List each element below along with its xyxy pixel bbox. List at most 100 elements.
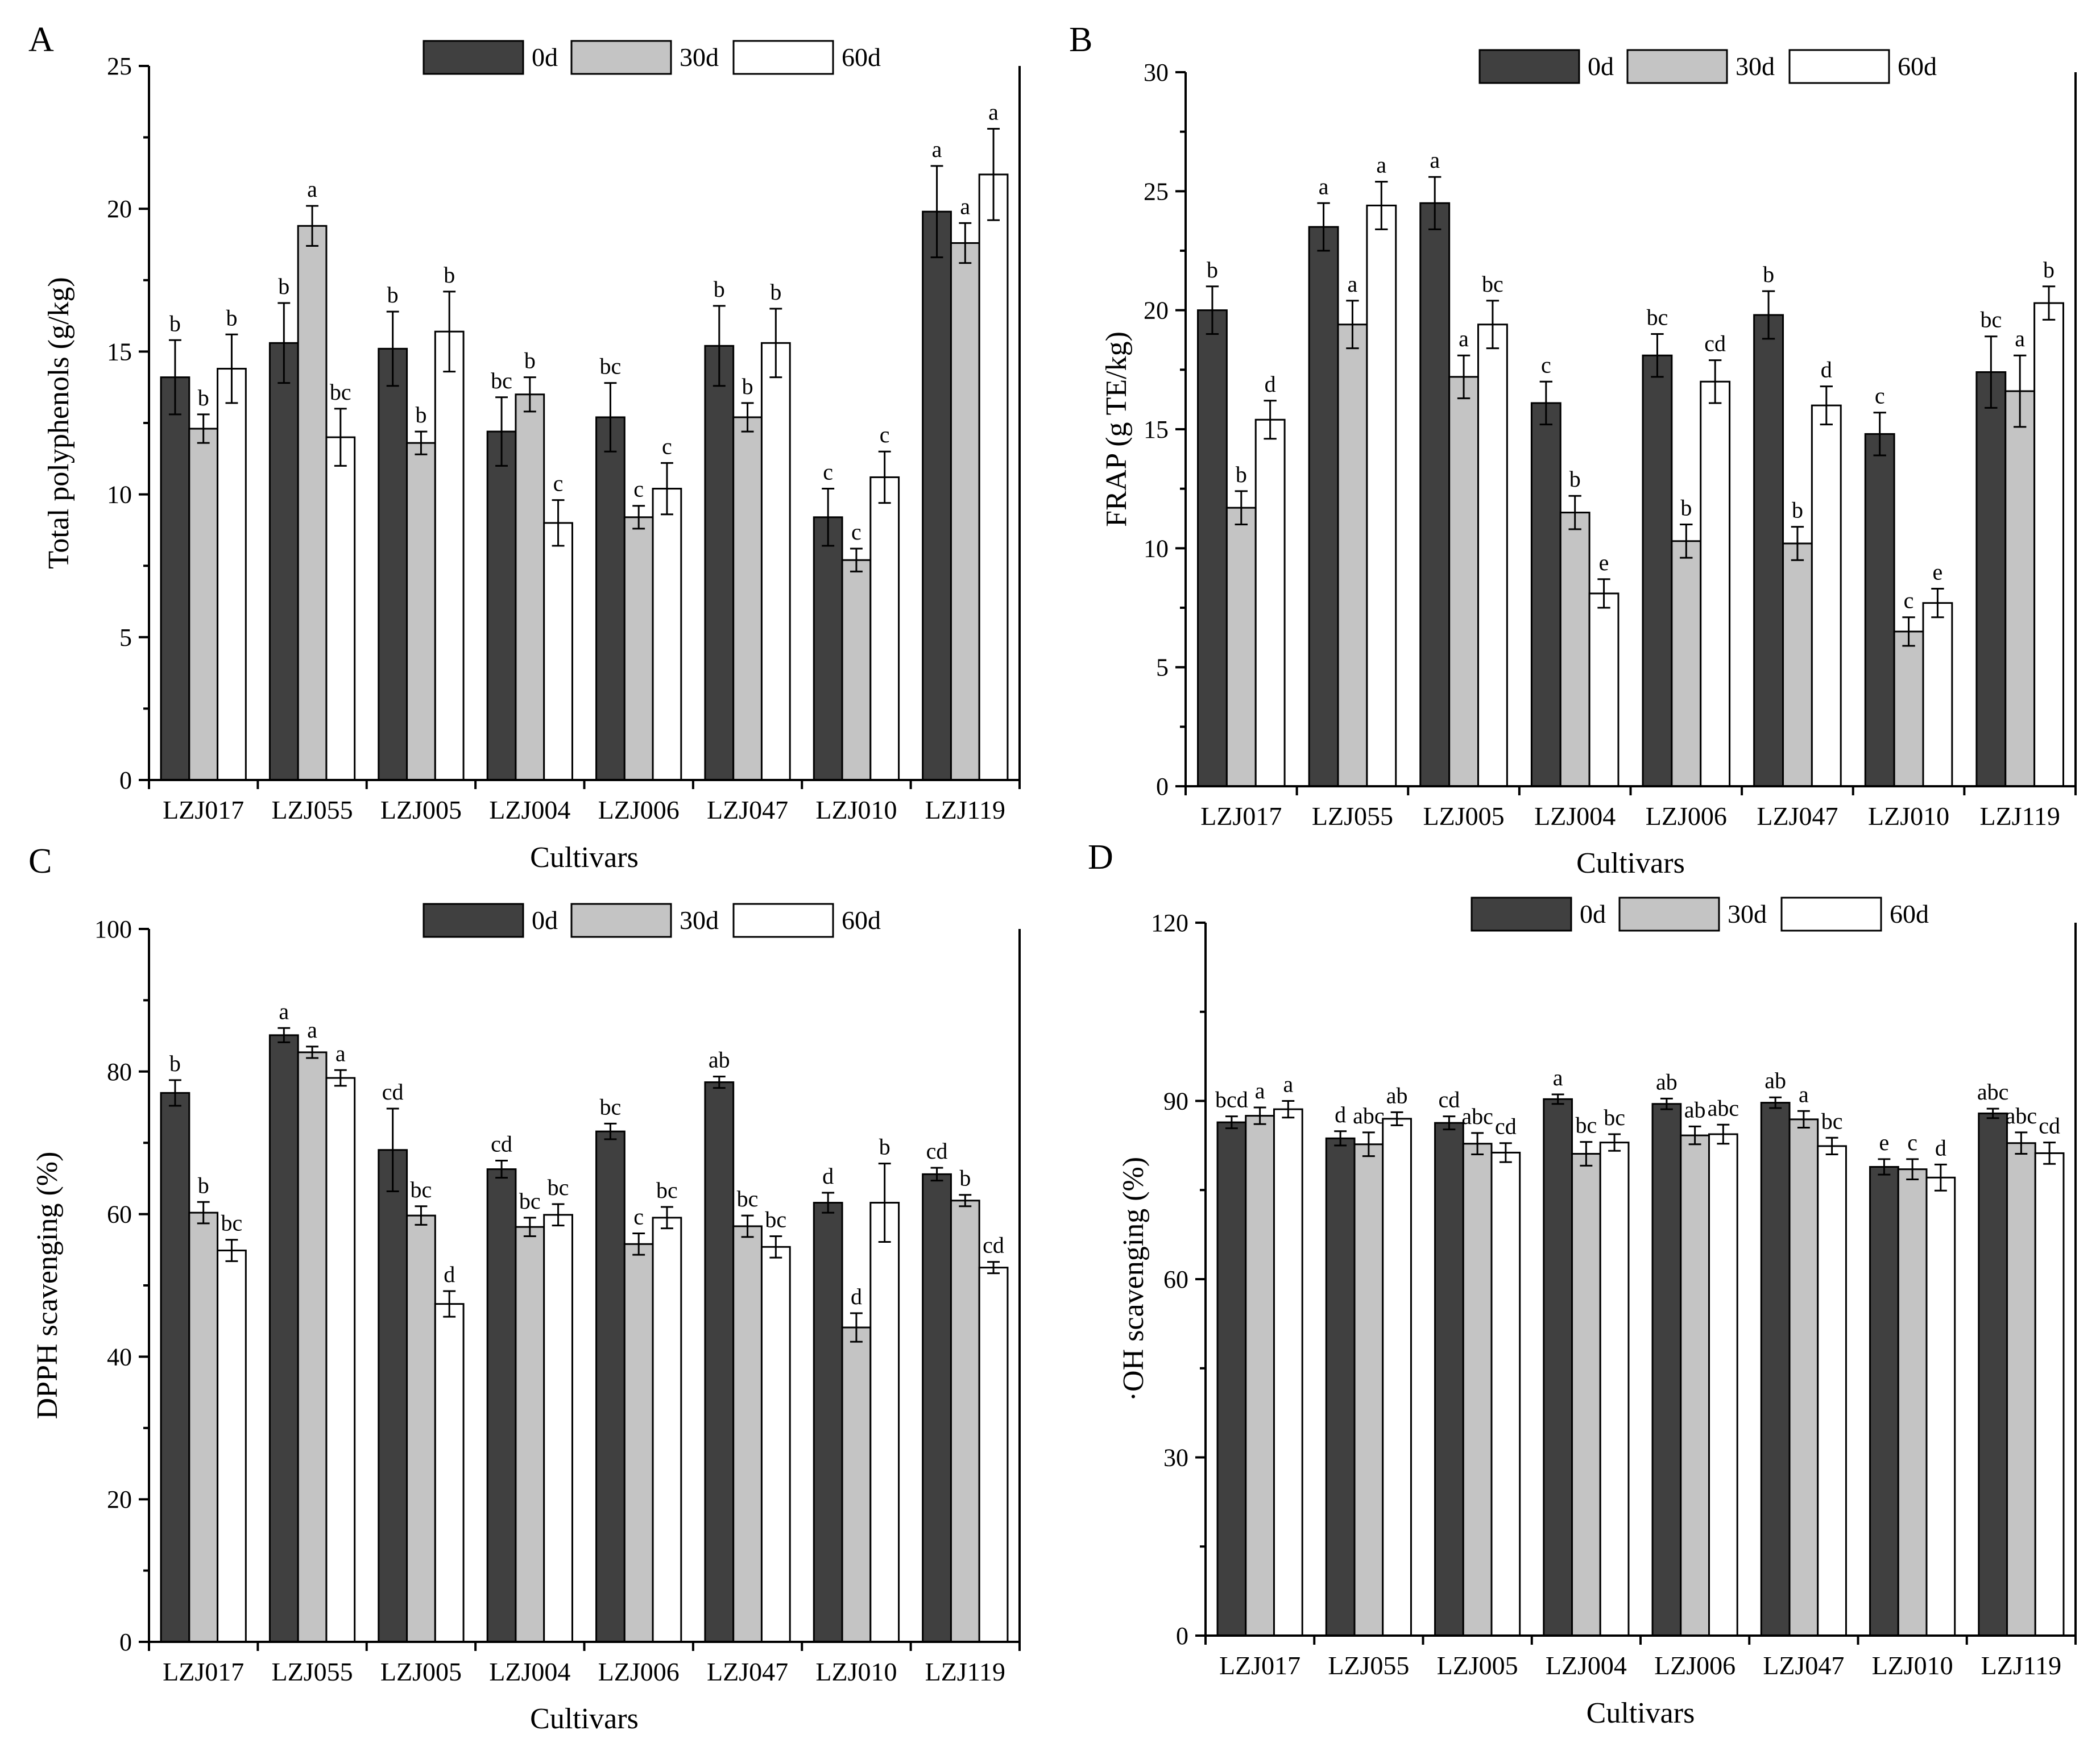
bar-30d-lzj055 xyxy=(1353,1143,1384,1637)
significance-letter: cd xyxy=(1704,331,1726,356)
bar-60d-lzj055 xyxy=(325,436,356,781)
bar-30d-lzj004 xyxy=(1559,512,1590,787)
error-bar xyxy=(1680,523,1693,559)
error-bar xyxy=(334,408,347,467)
error-bar xyxy=(604,1122,617,1140)
error-bar xyxy=(306,1045,319,1059)
significance-letter: c xyxy=(633,1204,644,1229)
bar-60d-lzj006 xyxy=(652,488,682,781)
x-tick-label: LZJ055 xyxy=(272,795,353,824)
bar-0d-lzj006 xyxy=(595,1130,626,1643)
x-tick-label: LZJ119 xyxy=(925,795,1005,824)
y-axis-title: DPPH scavenging (%) xyxy=(31,1152,64,1420)
legend-label: 60d xyxy=(842,906,881,935)
legend: 0d 30d 60d xyxy=(423,40,881,75)
significance-letter: b xyxy=(198,1172,209,1198)
significance-letter: bc xyxy=(1604,1105,1625,1130)
bar-30d-lzj005 xyxy=(406,442,436,781)
bar-60d-lzj119 xyxy=(978,173,1009,781)
significance-letter: bc xyxy=(1575,1113,1597,1138)
bar-60d-lzj119 xyxy=(2034,1152,2065,1637)
y-tick-label: 5 xyxy=(119,624,132,652)
error-bar xyxy=(741,402,754,433)
significance-letter: d xyxy=(1821,357,1832,383)
x-tick-label: LZJ006 xyxy=(1646,802,1727,831)
bar-30d-lzj006 xyxy=(1671,540,1702,787)
bar-30d-lzj017 xyxy=(1225,507,1257,787)
significance-letter: d xyxy=(1265,371,1276,397)
bar-30d-lzj006 xyxy=(623,516,654,781)
bar-60d-lzj119 xyxy=(978,1267,1009,1643)
x-axis-title: Cultivars xyxy=(530,1703,639,1735)
significance-letter: d xyxy=(1335,1102,1346,1127)
x-tick-label: LZJ055 xyxy=(1312,802,1393,831)
error-bar xyxy=(495,396,508,467)
error-bar xyxy=(2015,1131,2028,1155)
bar-60d-lzj047 xyxy=(760,1246,791,1643)
bar-30d-lzj004 xyxy=(515,1226,545,1643)
error-bar xyxy=(713,305,726,387)
x-tick-label: LZJ017 xyxy=(163,1657,244,1686)
bar-60d-lzj017 xyxy=(1273,1108,1303,1637)
significance-letter: b xyxy=(2043,257,2055,283)
error-bar xyxy=(878,450,891,504)
x-tick-label: LZJ047 xyxy=(707,795,788,824)
significance-letter: e xyxy=(1599,550,1609,575)
error-bar xyxy=(443,1290,456,1318)
significance-letter: b xyxy=(226,305,237,330)
significance-letter: a xyxy=(335,1040,346,1066)
error-bar xyxy=(415,430,428,455)
error-bar xyxy=(661,462,673,516)
y-axis-title: ·OH scavenging (%) xyxy=(1117,1157,1150,1401)
error-bar xyxy=(850,1312,863,1343)
legend-label: 30d xyxy=(1735,52,1775,81)
significance-letter: d xyxy=(822,1163,834,1189)
significance-letter: c xyxy=(851,519,861,545)
error-bar xyxy=(1985,335,1998,409)
bar-30d-lzj017 xyxy=(1245,1115,1275,1637)
legend-label: 0d xyxy=(1580,899,1606,928)
bar-30d-lzj055 xyxy=(297,225,328,781)
bar-0d-lzj004 xyxy=(1530,402,1561,787)
legend-label: 60d xyxy=(842,43,881,72)
error-bar xyxy=(769,308,782,379)
error-bar xyxy=(443,291,456,373)
significance-letter: bc xyxy=(656,1177,678,1203)
significance-letter: bc xyxy=(1821,1108,1843,1134)
bar-30d-lzj006 xyxy=(623,1243,654,1643)
error-bar xyxy=(604,382,617,453)
x-tick-label: LZJ004 xyxy=(489,1657,570,1686)
significance-letter: c xyxy=(553,471,564,496)
error-bar xyxy=(930,165,943,259)
bar-0d-lzj010 xyxy=(813,516,843,781)
x-tick-label: LZJ055 xyxy=(272,1657,353,1686)
bar-0d-lzj005 xyxy=(1419,202,1451,787)
error-bar xyxy=(959,1194,972,1208)
error-bar xyxy=(1688,1125,1701,1146)
significance-letter: c xyxy=(1875,383,1885,409)
significance-letter: b xyxy=(198,385,209,410)
error-bar xyxy=(1906,1158,1919,1180)
significance-letter: ab xyxy=(1386,1082,1408,1108)
significance-letter: b xyxy=(714,276,725,302)
y-axis-title: Total polyphenols (g/kg) xyxy=(43,277,75,569)
x-tick-label: LZJ006 xyxy=(598,1657,680,1686)
bar-0d-lzj006 xyxy=(595,416,626,781)
bar-30d-lzj047 xyxy=(732,416,763,781)
x-tick-label: LZJ005 xyxy=(1437,1651,1518,1680)
error-bar xyxy=(2042,285,2056,321)
significance-letter: b xyxy=(278,273,289,299)
legend-label: 0d xyxy=(532,906,558,935)
legend-swatch-0d xyxy=(1471,897,1572,932)
significance-letter: ab xyxy=(1765,1068,1786,1093)
error-bar xyxy=(1264,400,1277,440)
error-bar xyxy=(987,128,1000,221)
error-bar xyxy=(523,376,536,413)
bar-30d-lzj047 xyxy=(1782,542,1813,787)
error-bar xyxy=(197,1201,210,1225)
significance-letter: c xyxy=(823,459,833,485)
x-tick-label: LZJ004 xyxy=(1546,1651,1627,1680)
error-bar xyxy=(741,1214,754,1238)
error-bar xyxy=(1769,1096,1782,1109)
